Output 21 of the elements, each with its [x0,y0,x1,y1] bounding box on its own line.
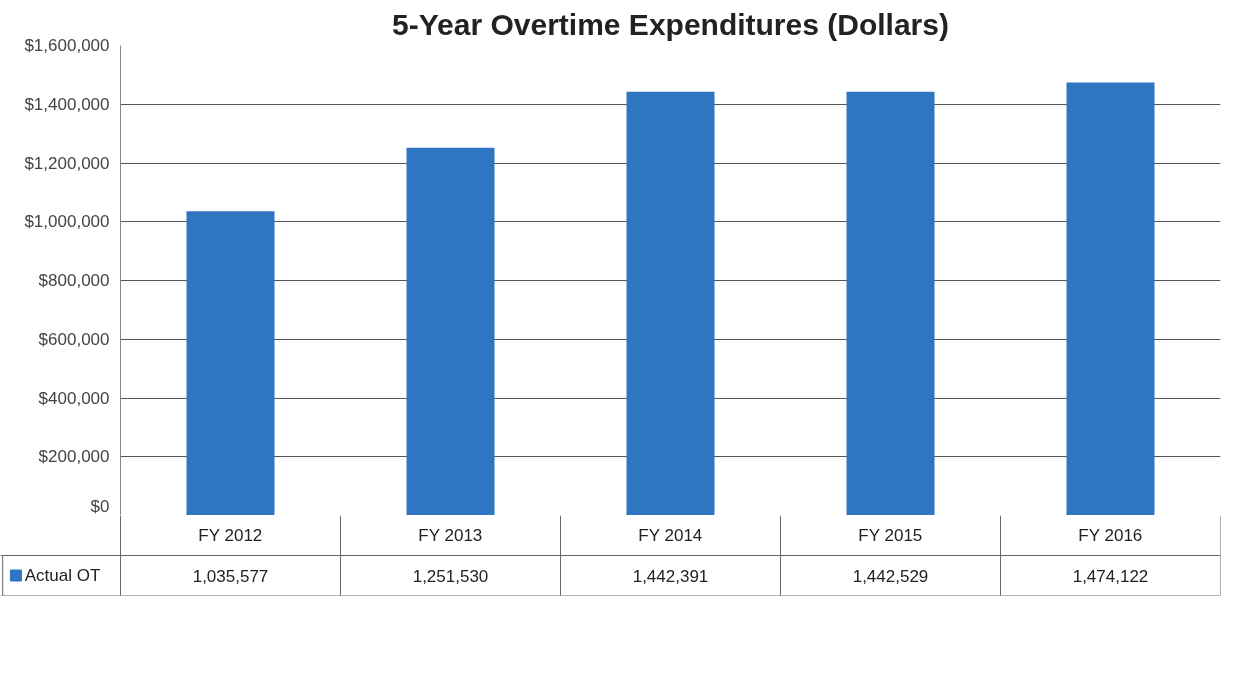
y-tick-label: $400,000 [38,388,110,408]
data-label: 1,474,122 [1072,566,1149,586]
y-tick-label: $200,000 [38,447,110,467]
y-tick-label: $1,200,000 [24,153,110,173]
data-label: 1,035,577 [192,566,269,586]
x-tick-label: FY 2012 [198,526,263,545]
y-tick-label: $600,000 [38,329,110,349]
y-tick-label: $1,400,000 [24,94,110,114]
x-tick-label: FY 2014 [638,526,703,545]
data-label: 1,442,529 [852,566,929,586]
data-label: 1,442,391 [632,566,709,586]
y-tick-label: $0 [90,496,110,516]
y-tick-label: $1,000,000 [24,212,110,232]
data-label: 1,251,530 [412,566,489,586]
chart-title: 5-Year Overtime Expenditures (Dollars) [392,7,949,41]
x-tick-label: FY 2013 [418,526,483,545]
y-tick-label: $800,000 [38,271,110,290]
x-tick-label: FY 2015 [858,526,923,545]
y-tick-label: $1,600,000 [24,36,110,55]
legend-label: Actual OT [24,566,101,585]
x-tick-label: FY 2016 [1078,526,1143,545]
